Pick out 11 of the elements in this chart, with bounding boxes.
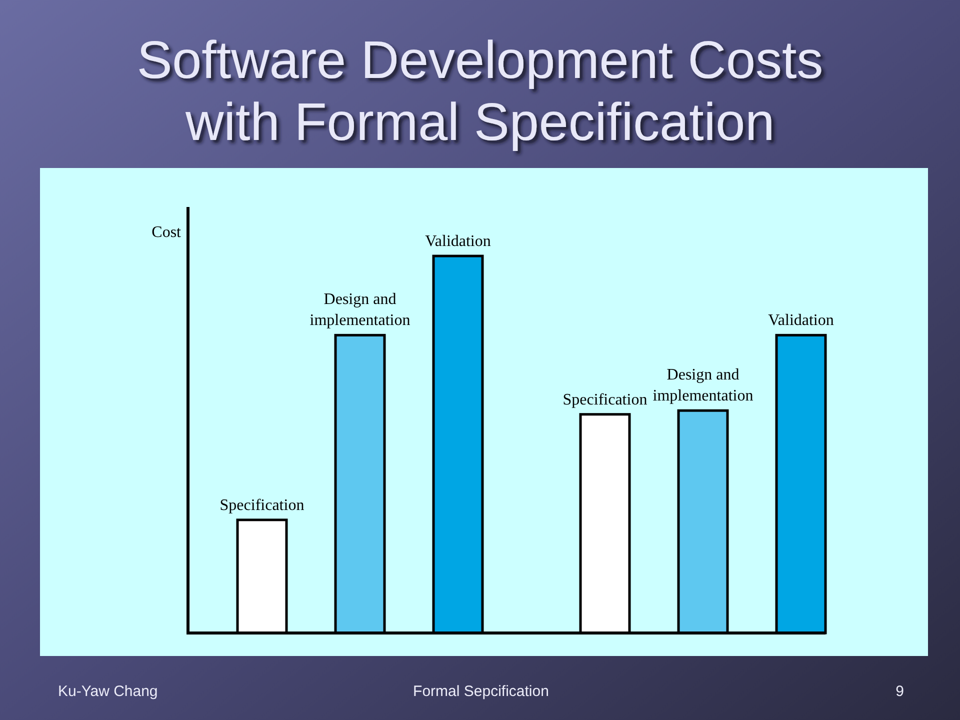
series-label: Specification bbox=[220, 496, 304, 514]
text: Validation bbox=[768, 312, 834, 330]
y-axis-title: Cost bbox=[152, 224, 182, 241]
series-label: Design and implementation bbox=[310, 291, 410, 330]
text: Specification bbox=[562, 391, 648, 408]
text: Formal Sepcification bbox=[413, 683, 549, 700]
chart-title: Software Development Costs with Formal Specification bbox=[136, 31, 824, 152]
text: 9 bbox=[896, 683, 904, 700]
text: Design and implementation bbox=[652, 366, 754, 405]
text: Ku-Yaw Chang bbox=[58, 683, 158, 700]
series-label: Validation bbox=[425, 233, 491, 250]
